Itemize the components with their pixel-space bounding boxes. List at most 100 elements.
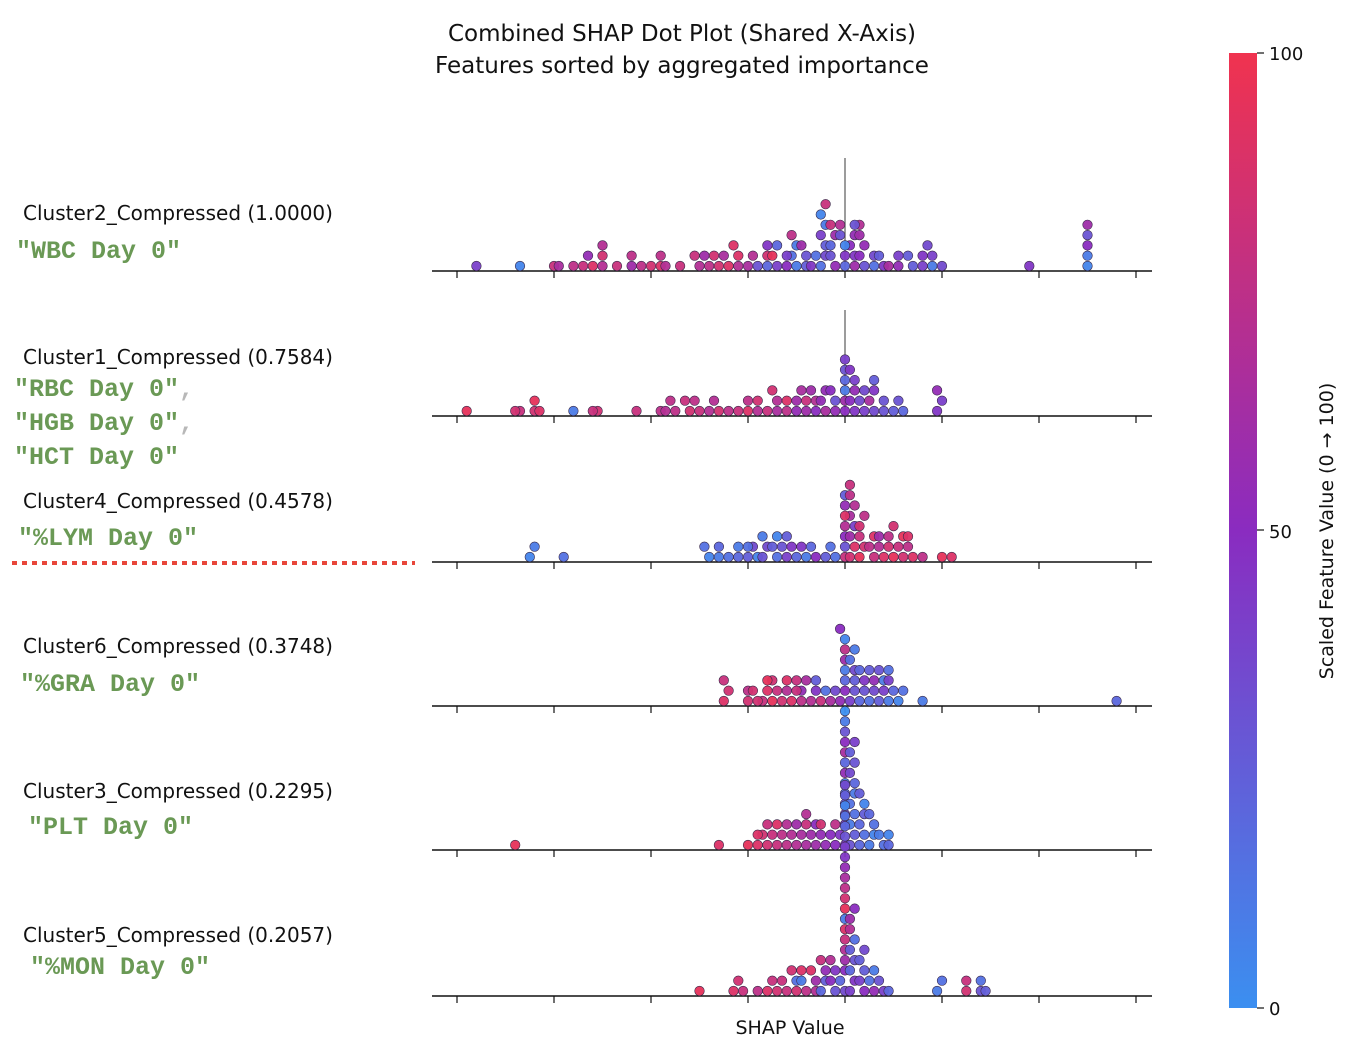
shap-point <box>742 405 754 417</box>
shap-point <box>839 685 851 696</box>
shap-point <box>839 831 851 842</box>
shap-point <box>844 654 856 665</box>
shap-point <box>767 829 778 840</box>
shap-point <box>888 685 899 696</box>
shap-point <box>820 199 831 210</box>
shap-point <box>514 260 526 272</box>
shap-point <box>888 551 899 563</box>
shap-point <box>849 644 860 655</box>
shap-point <box>786 829 797 840</box>
shap-point <box>582 250 594 261</box>
shap-point <box>854 520 865 532</box>
shap-point <box>864 395 875 406</box>
shap-point <box>791 839 802 851</box>
shap-point <box>757 551 768 563</box>
chart-subtitle: Features sorted by aggregated importance <box>435 53 929 79</box>
shap-point <box>801 985 812 997</box>
colorbar: 100 50 0 Scaled Feature Value (0 → 100) <box>1229 44 1338 1020</box>
shap-point <box>801 250 812 261</box>
shap-point <box>771 551 783 563</box>
shap-point <box>859 829 870 840</box>
shap-point <box>859 240 870 251</box>
shap-point <box>728 240 739 251</box>
feature-annotation: "PLT Day 0" <box>28 813 193 842</box>
shap-point <box>771 985 783 997</box>
shap-point <box>854 664 865 676</box>
shap-point <box>946 551 957 563</box>
shap-point <box>461 405 472 417</box>
shap-point <box>791 405 802 417</box>
shap-point <box>771 395 783 406</box>
shap-point <box>801 405 812 417</box>
shap-point <box>626 250 637 261</box>
shap-point <box>767 250 778 261</box>
shap-point <box>810 551 822 563</box>
shap-point <box>771 839 783 851</box>
shap-point <box>844 490 856 501</box>
shap-point <box>859 798 870 809</box>
shap-point <box>631 405 642 417</box>
shap-point <box>805 541 817 552</box>
shap-point <box>771 240 783 251</box>
feature-panel <box>432 479 1152 569</box>
shap-point <box>825 975 836 986</box>
shap-point <box>796 695 807 707</box>
shap-point <box>597 240 608 251</box>
shap-point <box>825 695 836 707</box>
shap-point <box>786 541 797 552</box>
colorbar-tick-label-mid: 50 <box>1269 522 1292 543</box>
shap-point <box>1082 250 1093 261</box>
shap-point <box>864 541 875 552</box>
shap-point <box>917 551 928 563</box>
shap-point <box>907 260 919 272</box>
shap-point <box>810 675 822 686</box>
shap-point <box>830 260 841 272</box>
shap-point <box>849 685 860 696</box>
shap-point <box>471 260 482 272</box>
feature-panel <box>432 158 1152 278</box>
shap-point <box>834 623 846 635</box>
shap-point <box>839 862 851 873</box>
shap-point <box>733 250 744 261</box>
shap-point <box>936 975 948 986</box>
feature-panel <box>432 623 1152 713</box>
feature-annotation: "%LYM Day 0" <box>18 524 198 553</box>
shap-point <box>796 975 807 986</box>
shap-point <box>917 695 928 707</box>
shap-point <box>849 375 860 386</box>
shap-point <box>815 260 826 272</box>
shap-point <box>791 819 802 830</box>
shap-point <box>791 675 802 686</box>
shap-point <box>849 405 860 417</box>
shap-point <box>873 541 885 552</box>
shap-point <box>854 551 865 563</box>
colorbar-tick-label-low: 0 <box>1269 999 1280 1020</box>
shap-point <box>747 250 759 261</box>
shap-point <box>1111 695 1122 707</box>
shap-point <box>762 839 773 851</box>
shap-point <box>597 260 608 272</box>
shap-point <box>859 510 870 521</box>
shap-point <box>883 675 894 686</box>
shap-point <box>839 500 851 511</box>
shap-point <box>878 395 889 406</box>
shap-point <box>849 260 860 272</box>
colorbar-tick-label-high: 100 <box>1269 44 1303 65</box>
shap-point <box>893 260 904 272</box>
shap-point <box>839 779 851 791</box>
shap-point <box>805 385 817 396</box>
shap-point <box>864 695 875 707</box>
shap-point <box>718 695 729 707</box>
shap-point <box>791 260 802 272</box>
shap-point <box>801 839 812 851</box>
shap-point <box>713 551 725 563</box>
shap-point <box>839 675 851 686</box>
shap-point <box>854 230 865 241</box>
shap-point <box>718 250 729 261</box>
shap-point <box>815 209 826 220</box>
shap-point <box>733 260 744 272</box>
shap-point <box>868 675 880 686</box>
shap-point <box>820 685 831 696</box>
shap-point <box>767 695 778 707</box>
shap-point <box>839 541 851 552</box>
